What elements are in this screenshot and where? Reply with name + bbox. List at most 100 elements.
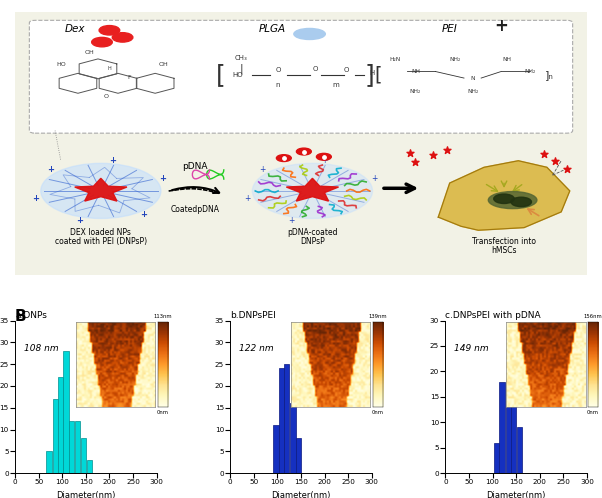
Text: a.DNPs: a.DNPs (15, 311, 47, 320)
Text: Transfection into: Transfection into (472, 237, 536, 246)
Circle shape (494, 194, 514, 204)
Bar (81, 438, 86, 473)
Text: pDNA: pDNA (182, 161, 208, 171)
Ellipse shape (488, 192, 537, 209)
Text: O: O (104, 94, 109, 99)
Circle shape (511, 197, 532, 207)
X-axis label: Diameter(nm): Diameter(nm) (486, 491, 546, 498)
Text: |: | (239, 64, 243, 74)
Circle shape (92, 37, 113, 47)
Text: +: + (48, 165, 55, 174)
Text: OH: OH (159, 62, 169, 67)
Circle shape (112, 33, 133, 42)
Bar (500, 381, 504, 473)
Circle shape (41, 163, 161, 219)
Circle shape (317, 153, 331, 160)
Text: 149 nm: 149 nm (454, 344, 488, 353)
Point (411, 158, 420, 166)
Text: +: + (494, 17, 508, 35)
Bar (273, 425, 279, 473)
Bar (511, 402, 517, 473)
Point (539, 150, 549, 158)
Text: +: + (109, 156, 116, 165)
Bar (75, 421, 81, 473)
Text: N: N (470, 76, 475, 81)
Text: +: + (140, 210, 147, 219)
Text: pDNA-coated: pDNA-coated (287, 228, 338, 237)
Text: +: + (288, 216, 295, 225)
Text: b.DNPsPEI: b.DNPsPEI (230, 311, 276, 320)
Text: n: n (276, 82, 281, 88)
Text: 108 nm: 108 nm (23, 344, 58, 353)
Text: +: + (321, 156, 327, 165)
Text: Dex: Dex (65, 24, 85, 34)
Text: 122 nm: 122 nm (239, 344, 273, 353)
Circle shape (296, 148, 311, 155)
X-axis label: Diameter(nm): Diameter(nm) (56, 491, 116, 498)
Text: B: B (15, 309, 26, 324)
Text: ]: ] (365, 63, 374, 88)
Text: F: F (128, 75, 131, 80)
FancyBboxPatch shape (4, 10, 598, 279)
Point (442, 146, 452, 154)
Bar (87, 460, 92, 473)
Point (551, 157, 560, 165)
Text: ]ₙ: ]ₙ (545, 70, 554, 81)
Point (427, 151, 437, 159)
Bar (279, 369, 284, 473)
Text: CoatedpDNA: CoatedpDNA (171, 205, 220, 214)
Text: +: + (32, 194, 39, 203)
Point (319, 153, 329, 161)
Bar (290, 403, 296, 473)
Text: +: + (244, 194, 250, 203)
Text: +: + (160, 174, 167, 183)
Bar (296, 438, 301, 473)
Bar (506, 341, 510, 473)
Text: HO: HO (56, 62, 66, 67)
Text: OH: OH (84, 50, 95, 55)
Text: NH: NH (411, 69, 420, 74)
Text: +: + (76, 216, 84, 225)
Text: +: + (371, 174, 378, 183)
Text: [: [ (374, 66, 382, 85)
Text: PLGA: PLGA (259, 24, 286, 34)
Ellipse shape (294, 28, 325, 39)
Text: NH₂: NH₂ (467, 89, 478, 94)
Bar (46, 451, 52, 473)
Bar (52, 399, 58, 473)
Point (405, 149, 414, 157)
Polygon shape (75, 178, 127, 201)
X-axis label: Diameter(nm): Diameter(nm) (272, 491, 330, 498)
Text: NH₂: NH₂ (450, 57, 461, 62)
Text: NH: NH (503, 57, 511, 62)
Text: H₂N: H₂N (389, 57, 401, 62)
Bar (494, 443, 499, 473)
Circle shape (252, 163, 373, 219)
Point (562, 165, 572, 173)
Text: NH₂: NH₂ (410, 89, 421, 94)
Circle shape (99, 25, 120, 35)
Text: +: + (259, 165, 266, 174)
Text: DEX loaded NPs: DEX loaded NPs (70, 228, 131, 237)
Bar (58, 377, 63, 473)
Bar (284, 364, 290, 473)
Polygon shape (287, 178, 338, 201)
Bar (63, 351, 69, 473)
Text: NH₂: NH₂ (524, 69, 535, 74)
Text: O: O (312, 66, 318, 72)
Polygon shape (438, 161, 569, 230)
Text: O: O (344, 67, 349, 73)
Bar (69, 421, 74, 473)
Text: DNPsP: DNPsP (300, 237, 325, 246)
Text: coated with PEI (DNPsP): coated with PEI (DNPsP) (55, 237, 147, 246)
FancyBboxPatch shape (29, 20, 573, 133)
Text: CH₃: CH₃ (235, 55, 247, 61)
Bar (517, 427, 522, 473)
Text: PEI: PEI (442, 24, 458, 34)
Text: H: H (370, 70, 375, 76)
Text: H: H (108, 66, 111, 71)
Text: hMSCs: hMSCs (491, 246, 517, 255)
Point (279, 154, 289, 162)
Text: O: O (276, 67, 281, 73)
Text: [: [ (216, 63, 226, 88)
